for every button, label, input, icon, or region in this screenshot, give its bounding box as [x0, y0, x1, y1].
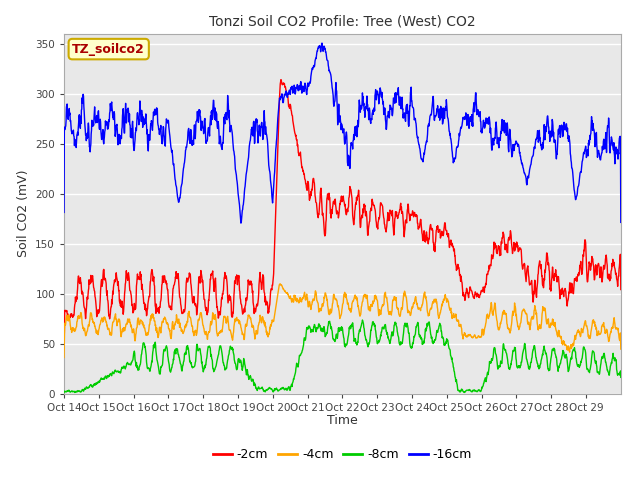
Legend: -2cm, -4cm, -8cm, -16cm: -2cm, -4cm, -8cm, -16cm	[208, 443, 477, 466]
Text: TZ_soilco2: TZ_soilco2	[72, 43, 145, 56]
X-axis label: Time: Time	[327, 414, 358, 427]
Y-axis label: Soil CO2 (mV): Soil CO2 (mV)	[17, 170, 29, 257]
Title: Tonzi Soil CO2 Profile: Tree (West) CO2: Tonzi Soil CO2 Profile: Tree (West) CO2	[209, 14, 476, 28]
